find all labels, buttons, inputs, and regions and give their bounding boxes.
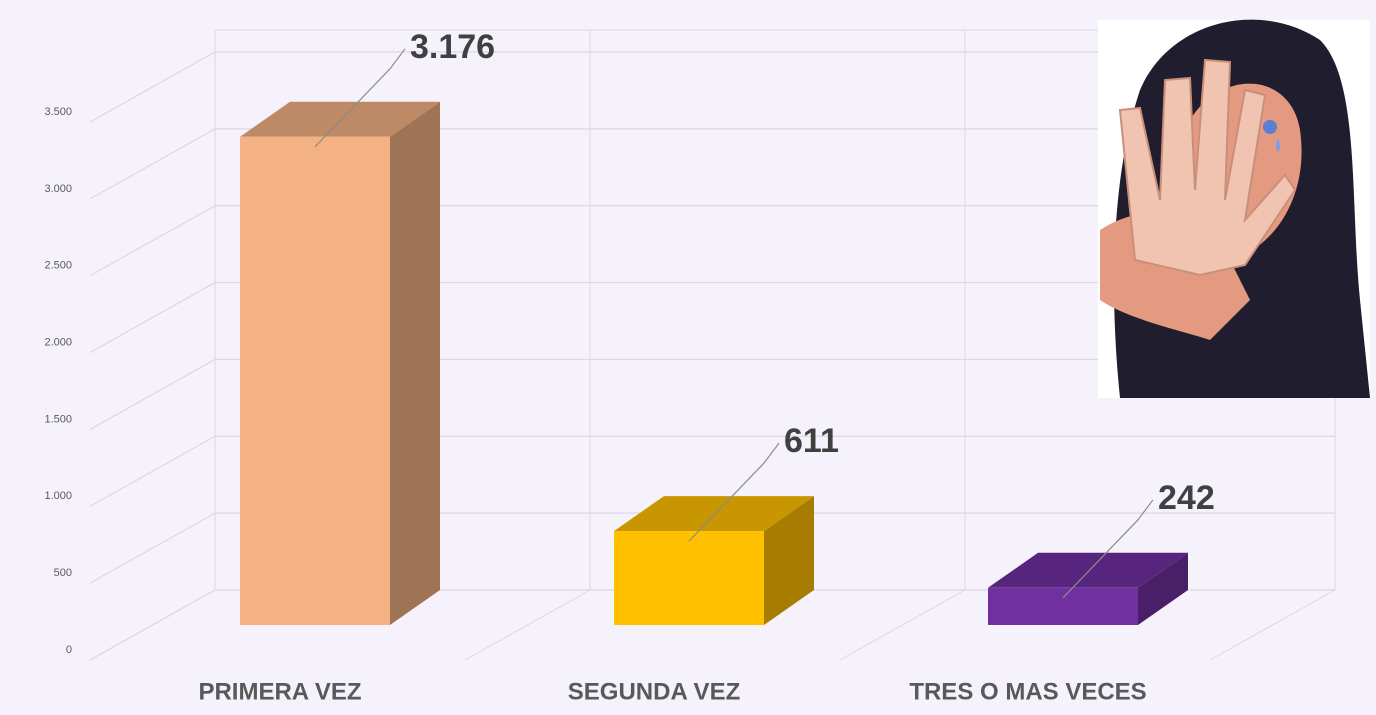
bar-side	[390, 101, 440, 626]
bar-top	[614, 496, 814, 532]
bar-side	[764, 496, 814, 625]
bar-top	[988, 552, 1188, 588]
grid-line	[89, 128, 216, 200]
illustration	[1098, 19, 1370, 398]
bar-side	[1138, 552, 1188, 625]
data-label: 3.176	[410, 28, 495, 66]
y-tick-label: 2.500	[44, 260, 72, 272]
grid-line	[89, 512, 216, 584]
grid-line	[89, 51, 216, 123]
y-tick-label: 0	[66, 644, 72, 656]
bar-top	[240, 101, 440, 137]
grid-line	[89, 589, 216, 661]
data-label: 242	[1158, 479, 1215, 517]
y-tick-label: 3.000	[44, 183, 72, 195]
leader-line	[314, 48, 406, 148]
grid-line	[89, 435, 216, 507]
grid-line	[89, 205, 216, 277]
y-tick-label: 1.000	[44, 490, 72, 502]
y-tick-label: 1.500	[44, 413, 72, 425]
x-tick-label: PRIMERA VEZ	[198, 678, 361, 705]
bar	[614, 531, 764, 625]
y-tick-label: 500	[54, 567, 72, 579]
y-tick-label: 3.500	[44, 106, 72, 118]
bar	[240, 136, 390, 626]
x-tick-label: TRES O MAS VECES	[909, 678, 1146, 705]
leader-line	[688, 442, 780, 542]
data-label: 611	[784, 422, 839, 460]
leader-line	[1062, 499, 1154, 599]
grid-line	[89, 358, 216, 430]
y-tick-label: 2.000	[44, 336, 72, 348]
bar	[988, 587, 1138, 625]
grid-line	[89, 282, 216, 354]
x-tick-label: SEGUNDA VEZ	[568, 678, 740, 705]
